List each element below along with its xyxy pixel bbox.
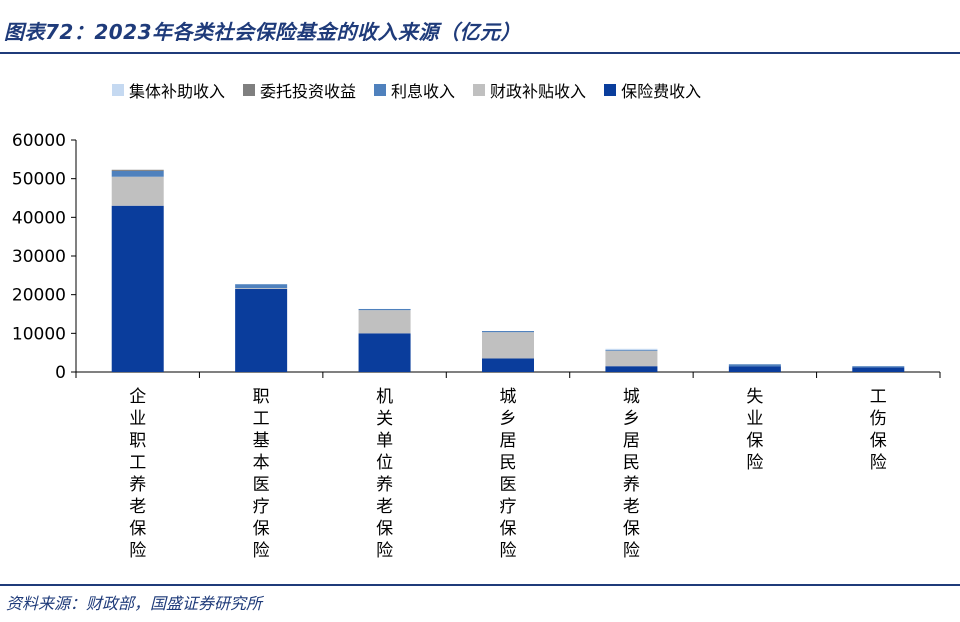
bar-segment xyxy=(358,310,411,334)
bar-segment xyxy=(235,288,288,372)
bar-segment xyxy=(358,333,411,372)
y-tick-label: 30000 xyxy=(12,247,66,267)
chart-legend: 集体补助收入 委托投资收益 利息收入 财政补贴收入 保险费收入 xyxy=(112,78,701,102)
legend-label: 委托投资收益 xyxy=(260,82,357,101)
x-category-label: 城乡居民医疗保险 xyxy=(500,387,517,561)
legend-item: 财政补贴收入 xyxy=(473,78,586,102)
y-tick-label: 50000 xyxy=(12,170,66,190)
bar-segment xyxy=(235,288,288,289)
x-category-label: 城乡居民养老保险 xyxy=(623,387,640,561)
x-category-label: 职工基本医疗保险 xyxy=(253,387,270,561)
title-divider xyxy=(0,52,960,54)
legend-swatch xyxy=(374,84,387,96)
bar-segment xyxy=(482,358,534,372)
legend-item: 保险费收入 xyxy=(604,78,701,102)
legend-label: 利息收入 xyxy=(391,82,456,101)
x-category-label: 失业保险 xyxy=(746,387,763,473)
source-note: 资料来源：财政部，国盛证券研究所 xyxy=(6,594,263,613)
legend-label: 集体补助收入 xyxy=(129,82,226,101)
legend-item: 集体补助收入 xyxy=(112,78,225,102)
legend-swatch xyxy=(604,84,617,96)
bar-segment xyxy=(605,350,658,367)
x-category-label: 机关单位养老保险 xyxy=(376,387,393,561)
bar-segment xyxy=(605,349,658,351)
legend-item: 利息收入 xyxy=(374,78,455,102)
bar-segment xyxy=(852,367,905,372)
bar-segment xyxy=(235,284,288,289)
chart-title: 图表72：2023年各类社会保险基金的收入来源（亿元） xyxy=(4,20,521,44)
legend-label: 财政补贴收入 xyxy=(490,82,587,101)
bar-segment xyxy=(852,366,905,368)
bar-segment xyxy=(111,205,164,372)
bar-segment xyxy=(728,364,781,367)
bar-segment xyxy=(482,332,534,359)
bar-segment xyxy=(111,170,164,177)
y-tick-label: 20000 xyxy=(12,286,66,306)
y-tick-label: 0 xyxy=(55,363,66,383)
bar-segment xyxy=(111,176,164,206)
x-category-label: 工伤保险 xyxy=(870,387,887,473)
bar-segment xyxy=(605,348,658,350)
x-category-label: 企业职工养老保险 xyxy=(129,387,146,561)
bar-segment xyxy=(605,366,658,372)
legend-item: 委托投资收益 xyxy=(243,78,356,102)
bar-segment xyxy=(728,366,781,372)
y-tick-label: 60000 xyxy=(12,131,66,151)
y-tick-label: 10000 xyxy=(12,324,66,344)
bar-segment xyxy=(482,331,534,333)
y-tick-label: 40000 xyxy=(12,208,66,228)
legend-swatch xyxy=(112,84,124,96)
bar-segment xyxy=(111,169,164,171)
bar-segment xyxy=(358,308,411,311)
legend-swatch xyxy=(473,84,486,96)
legend-swatch xyxy=(243,84,256,96)
legend-label: 保险费收入 xyxy=(621,82,702,101)
source-divider xyxy=(0,584,960,586)
